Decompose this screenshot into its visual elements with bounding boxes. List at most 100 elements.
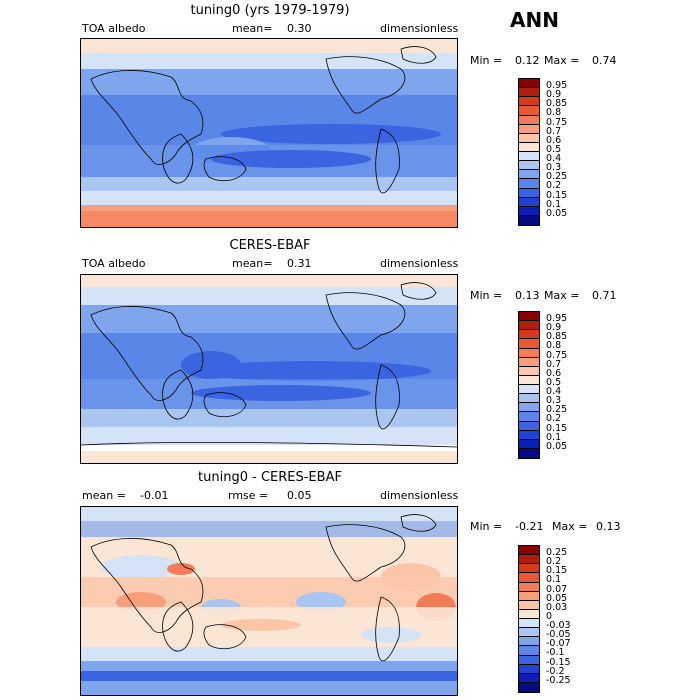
colorbar-tick-label: 0.05	[546, 440, 568, 452]
colorbar-swatch	[519, 655, 539, 665]
colorbar-tick-label: 0.8	[546, 340, 562, 352]
colorbar-tick-label: 0.15	[546, 565, 568, 577]
panel3-colorbar-labels: 0.25 0.2 0.15 0.1 0.07 0.05 0.03 0 -0.03 -0.05 -0.…	[546, 548, 571, 685]
colorbar-tick-label: 0.8	[546, 107, 562, 119]
colorbar-swatch	[519, 546, 539, 556]
colorbar-swatch	[519, 682, 539, 692]
colorbar-swatch	[519, 430, 539, 440]
colorbar-tick-label: 0.4	[546, 153, 562, 164]
panel3-mean-label: mean =	[82, 489, 126, 502]
colorbar-swatch	[519, 412, 539, 422]
panel1-colorbar	[518, 78, 540, 226]
colorbar-tick-label: 0.9	[546, 89, 562, 101]
colorbar-swatch	[519, 339, 539, 349]
colorbar-swatch	[519, 215, 539, 225]
colorbar-swatch	[519, 664, 539, 674]
colorbar-swatch	[519, 179, 539, 189]
colorbar-tick-label: 0.95	[546, 80, 568, 91]
colorbar-swatch	[519, 403, 539, 413]
colorbar-swatch	[519, 88, 539, 98]
colorbar-swatch	[519, 330, 539, 340]
colorbar-swatch	[519, 673, 539, 683]
colorbar-swatch	[519, 628, 539, 638]
colorbar-tick-label: 0.2	[546, 180, 562, 192]
colorbar-tick-label: 0.9	[546, 322, 562, 334]
colorbar-tick-label: 0.5	[546, 376, 562, 388]
panel1-min-label: Min =	[470, 54, 503, 67]
colorbar-tick-label: 0.25	[546, 404, 568, 416]
colorbar-tick-label: 0.25	[546, 171, 568, 183]
colorbar-swatch	[519, 385, 539, 395]
panel1-max-label: Max =	[544, 54, 580, 67]
colorbar-tick-label: -0.2	[546, 665, 565, 677]
colorbar-swatch	[519, 321, 539, 331]
panel3-max-label: Max =	[552, 520, 588, 533]
colorbar-swatch	[519, 366, 539, 376]
colorbar-swatch	[519, 439, 539, 449]
colorbar-swatch	[519, 619, 539, 629]
panel2-variable-label: TOA albedo	[82, 257, 146, 270]
colorbar-tick-label: 0.07	[546, 583, 568, 595]
panel1-colorbar-labels: 0.95 0.9 0.85 0.8 0.75 0.7 0.6 0.5 0.4 0.3 0.25 0.2…	[546, 81, 567, 218]
colorbar-tick-label: 0.15	[546, 189, 568, 201]
colorbar-swatch	[519, 375, 539, 385]
colorbar-swatch	[519, 97, 539, 107]
colorbar-swatch	[519, 600, 539, 610]
colorbar-tick-label: 0.7	[546, 125, 562, 137]
colorbar-swatch	[519, 133, 539, 143]
colorbar-tick-label: 0.4	[546, 386, 562, 397]
colorbar-swatch	[519, 188, 539, 198]
colorbar-swatch	[519, 609, 539, 619]
colorbar-tick-label: -0.03	[546, 620, 571, 631]
colorbar-tick-label: 0.5	[546, 143, 562, 155]
panel1-map	[80, 38, 458, 228]
panel2-mean-value: 0.31	[287, 257, 312, 270]
panel2-colorbar	[518, 311, 540, 459]
panel1-min-value: 0.12	[515, 54, 540, 67]
colorbar-swatch	[519, 357, 539, 367]
colorbar-swatch	[519, 161, 539, 171]
colorbar-swatch	[519, 637, 539, 647]
colorbar-swatch	[519, 448, 539, 458]
colorbar-tick-label: 0.1	[546, 574, 562, 586]
panel2-title: CERES-EBAF	[229, 238, 311, 253]
panel2-mean-label: mean=	[232, 257, 273, 270]
colorbar-swatch	[519, 582, 539, 592]
panel3-title: tuning0 - CERES-EBAF	[198, 470, 342, 485]
panel3-rmse-label: rmse =	[228, 489, 269, 502]
colorbar-tick-label: 0.75	[546, 349, 568, 361]
colorbar-swatch	[519, 421, 539, 431]
colorbar-swatch	[519, 106, 539, 116]
colorbar-swatch	[519, 564, 539, 574]
colorbar-tick-label: 0.15	[546, 422, 568, 434]
colorbar-tick-label: 0.1	[546, 198, 562, 210]
panel3-rmse-value: 0.05	[287, 489, 312, 502]
colorbar-tick-label: 0.7	[546, 358, 562, 370]
colorbar-tick-label: 0.05	[546, 592, 568, 604]
colorbar-swatch	[519, 573, 539, 583]
colorbar-swatch	[519, 124, 539, 134]
colorbar-tick-label: 0.03	[546, 601, 568, 613]
colorbar-tick-label: 0.75	[546, 116, 568, 128]
colorbar-swatch	[519, 591, 539, 601]
colorbar-tick-label: -0.05	[546, 629, 571, 641]
colorbar-tick-label: 0.1	[546, 431, 562, 443]
colorbar-swatch	[519, 394, 539, 404]
colorbar-tick-label: 0.6	[546, 367, 562, 379]
colorbar-tick-label: 0.2	[546, 556, 562, 568]
colorbar-tick-label: 0	[546, 610, 553, 622]
colorbar-swatch	[519, 115, 539, 125]
panel1-title: tuning0 (yrs 1979-1979)	[190, 3, 350, 18]
panel3-min-label: Min =	[470, 520, 503, 533]
panel2-max-value: 0.71	[592, 289, 617, 302]
panel1-variable-label: TOA albedo	[82, 22, 146, 35]
colorbar-swatch	[519, 79, 539, 89]
panel2-max-label: Max =	[544, 289, 580, 302]
colorbar-swatch	[519, 348, 539, 358]
colorbar-tick-label: -0.15	[546, 656, 571, 668]
panel1-mean-value: 0.30	[287, 22, 312, 35]
panel1-mean-label: mean=	[232, 22, 273, 35]
colorbar-swatch	[519, 152, 539, 162]
panel3-min-value: -0.21	[515, 520, 544, 533]
colorbar-tick-label: -0.1	[546, 647, 565, 659]
